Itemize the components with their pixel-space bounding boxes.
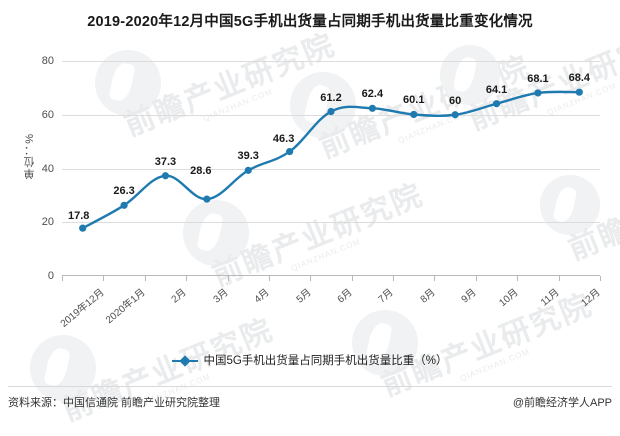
x-tick-label: 4月	[252, 287, 272, 306]
footer-divider	[8, 386, 612, 387]
chart-title: 2019-2020年12月中国5G手机出货量占同期手机出货量比重变化情况	[87, 14, 533, 30]
y-tick-label: 40	[41, 162, 54, 175]
x-tick-mark	[227, 276, 229, 281]
data-point-label: 62.4	[361, 88, 384, 101]
legend-marker-icon	[172, 354, 199, 367]
data-point-label: 68.1	[527, 72, 549, 85]
watermark-logo-1	[30, 335, 96, 401]
y-tick-label: 20	[41, 216, 54, 229]
data-point[interactable]	[286, 147, 294, 156]
gridline	[62, 61, 600, 62]
source-text: 资料来源：中国信通院 前瞻产业研究院整理	[8, 397, 221, 409]
data-point[interactable]	[120, 201, 128, 209]
x-tick-mark	[103, 276, 105, 281]
data-point-label: 61.2	[320, 91, 342, 104]
x-tick-label: 9月	[459, 287, 479, 306]
gridline	[62, 222, 600, 224]
watermark-text-main: 前瞻产业研究院	[57, 313, 279, 428]
x-tick-mark	[351, 276, 353, 281]
chart-page: 前瞻产业研究院 QIANZHAN.COM 前瞻产业研究院 QIANZHAN.CO…	[0, 0, 620, 419]
data-point-label: 26.3	[113, 185, 135, 198]
x-tick-label: 5月	[294, 287, 314, 306]
x-tick-label: 3月	[211, 287, 231, 306]
x-tick-mark	[517, 276, 519, 281]
x-tick-label: 2019年12月	[58, 287, 107, 330]
x-tick-mark	[62, 276, 63, 281]
watermark-text-5: 前瞻产业研究院 QIANZHAN.COM	[374, 280, 601, 411]
data-point-label: 39.3	[237, 150, 259, 163]
data-point[interactable]	[79, 224, 87, 232]
data-point[interactable]	[534, 89, 542, 97]
data-point[interactable]	[161, 172, 170, 180]
data-point[interactable]	[203, 195, 211, 203]
data-point[interactable]	[451, 111, 459, 119]
x-tick-label: 12月	[579, 287, 603, 310]
data-point-label: 64.1	[485, 83, 508, 96]
x-tick-mark	[434, 276, 436, 281]
watermark-text-1: 前瞻产业研究院 QIANZHAN.COM	[55, 305, 282, 436]
data-point-label: 17.8	[67, 210, 90, 223]
x-tick-label: 2020年1月	[104, 287, 148, 327]
data-point[interactable]	[244, 166, 252, 174]
data-point[interactable]	[575, 88, 583, 96]
data-point[interactable]	[492, 100, 501, 108]
data-point-label: 60	[449, 94, 462, 107]
x-tick-mark	[475, 276, 477, 281]
x-tick-label: 2月	[170, 287, 190, 306]
x-tick-label: 11月	[538, 287, 562, 309]
data-point[interactable]	[410, 110, 418, 119]
plot-area: 17.8 26.3 37.3 28.6 39.3 46.3 61.2 62.4 60.1 60 64…	[62, 61, 600, 276]
legend-label: 中国5G手机出货量占同期手机出货量比重（%）	[203, 355, 448, 367]
x-tick-label: 8月	[418, 287, 438, 306]
x-tick-label: 7月	[377, 287, 397, 306]
data-point-label: 28.6	[190, 165, 212, 178]
data-point[interactable]	[327, 107, 335, 116]
x-tick-mark	[393, 276, 395, 281]
data-point-label: 37.3	[154, 155, 177, 168]
legend-item-5g-share[interactable]: 中国5G手机出货量占同期手机出货量比重（%）	[172, 352, 448, 368]
x-tick-label: 6月	[335, 287, 355, 306]
chart-legend: 中国5G手机出货量占同期手机出货量比重（%）	[0, 352, 620, 368]
data-point[interactable]	[368, 104, 376, 112]
y-tick-label: 60	[41, 108, 54, 121]
x-tick-mark	[558, 276, 560, 281]
attribution-text: @前瞻经济学人APP	[512, 397, 612, 409]
x-tick-mark	[600, 276, 601, 281]
x-tick-mark	[144, 276, 146, 281]
x-tick-mark	[268, 276, 270, 281]
data-point-label: 68.4	[568, 72, 591, 85]
data-point-label: 60.1	[403, 94, 425, 107]
x-tick-label: 10月	[496, 287, 521, 310]
y-tick-label: 80	[41, 55, 54, 67]
x-axis-line	[62, 275, 600, 276]
gridline	[62, 168, 600, 170]
footer: 资料来源：中国信通院 前瞻产业研究院整理 @前瞻经济学人APP	[8, 394, 612, 410]
x-tick-mark	[186, 276, 188, 281]
data-point-label: 46.3	[272, 132, 295, 145]
y-tick-label: 0	[47, 270, 54, 282]
x-tick-mark	[310, 276, 312, 281]
